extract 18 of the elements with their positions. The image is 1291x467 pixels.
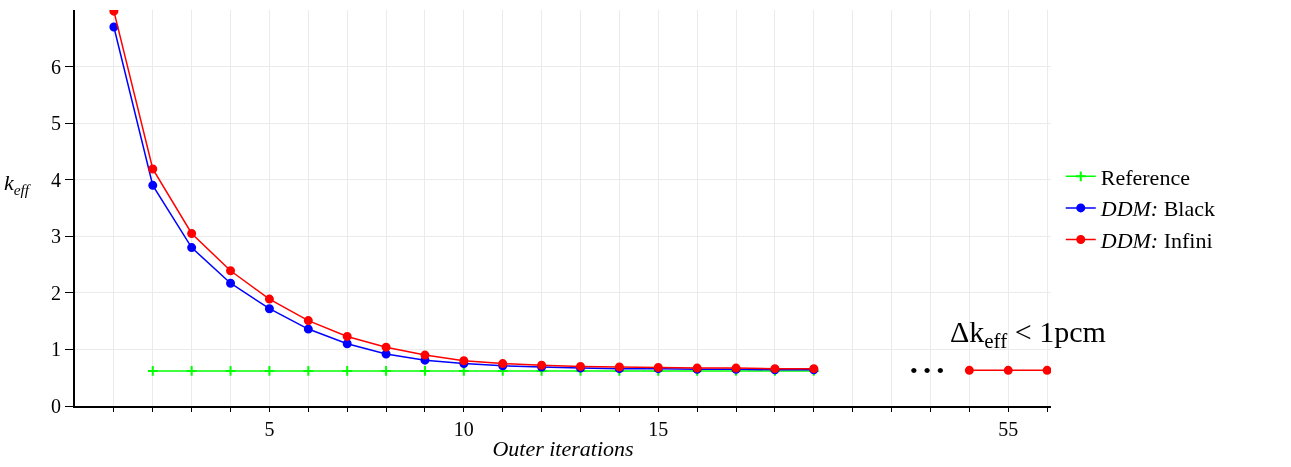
y-tick-label: 4 [51,168,61,191]
x-tick-label: 5 [264,418,275,440]
y-tick-label: 0 [51,395,61,417]
y-tick-label: 6 [51,55,61,78]
legend-label: Reference [1100,164,1190,190]
y-tick-label: 1 [51,338,61,361]
x-tick-label: 55 [998,418,1019,440]
x-axis-title: Outer iterations [492,436,634,462]
y-tick-label: 3 [51,225,61,248]
legend-label: DDM: Infini [1099,228,1213,254]
y-axis-title: k$_{eff}$ [4,170,32,198]
y-tick-label: 5 [51,112,61,135]
x-tick-label: 10 [453,418,474,440]
y-tick-label: 2 [51,281,61,304]
annotation: Δk$_{eff}$ < 1pcm [950,315,1106,354]
x-tick-label: 15 [648,418,669,440]
annotation: • • • [910,358,945,383]
legend-label: DDM: Black [1099,196,1216,222]
